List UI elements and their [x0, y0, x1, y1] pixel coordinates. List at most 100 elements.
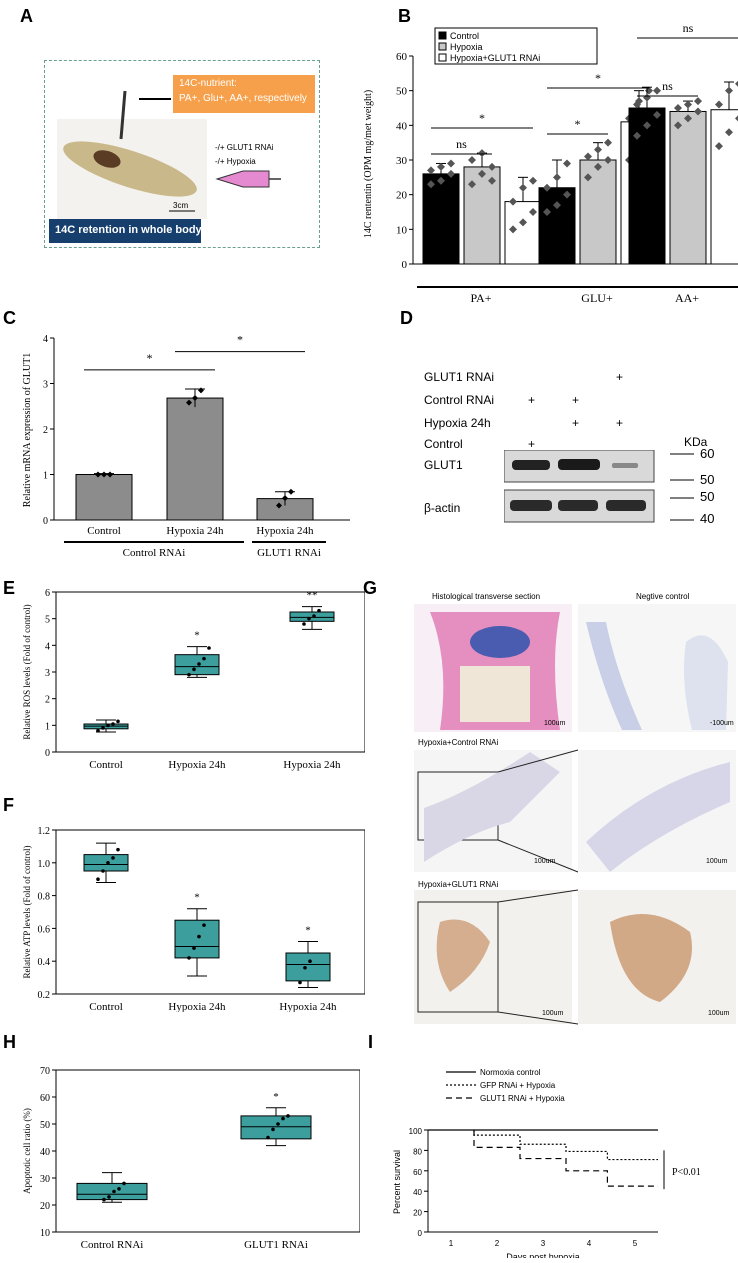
- hyp-ctrl-tissue: [424, 752, 560, 862]
- x-tick-label: 1: [449, 1239, 454, 1248]
- panel-label-a: A: [20, 6, 33, 26]
- y-tick-label: 1: [45, 721, 50, 732]
- he-core: [460, 666, 530, 722]
- data-point: [643, 93, 651, 102]
- significance-label: *: [194, 630, 200, 642]
- zoom-box: [417, 901, 499, 1013]
- data-point: [96, 728, 100, 733]
- glut1-stain-zoom: [610, 914, 692, 1002]
- needle-icon: [119, 90, 127, 140]
- chart-h: 10 20 30 40 50 60 70 Apoptotic cell ratio (%) Co…: [22, 1066, 360, 1251]
- y-tick-label: 20: [413, 1209, 422, 1218]
- panel-label-c: C: [3, 308, 16, 328]
- data-point: [111, 856, 115, 860]
- legend-label: Control: [450, 31, 479, 41]
- data-point: [288, 488, 294, 495]
- box: [174, 919, 220, 959]
- x-axis-label: Days post hypoxia: [506, 1252, 580, 1258]
- scale-100um: 100um: [534, 858, 556, 865]
- x-tick-label: Control RNAi: [81, 1239, 144, 1251]
- neg-tissue: [684, 635, 728, 730]
- data-point: [202, 656, 206, 661]
- significance-label: ns: [456, 137, 467, 151]
- data-point: [447, 159, 455, 168]
- panel-label-d: D: [400, 308, 413, 328]
- scale-label: 3cm: [173, 201, 189, 210]
- x-tick-label: Hypoxia 24h: [279, 1001, 337, 1012]
- banner-text: 14C retention in whole body: [55, 224, 202, 236]
- data-point: [192, 667, 196, 672]
- data-point: [478, 149, 486, 158]
- data-point: [202, 923, 206, 927]
- group-label: GLU+: [581, 291, 613, 304]
- glut1-band: [612, 463, 638, 468]
- data-point: [116, 719, 120, 724]
- data-point: [694, 97, 702, 106]
- data-point: [529, 208, 537, 216]
- data-point: [633, 100, 641, 109]
- legend-label: GLUT1 RNAi + Hypoxia: [480, 1094, 565, 1103]
- legend-swatch: [438, 31, 447, 40]
- data-point: [276, 502, 282, 509]
- data-point: [488, 176, 496, 185]
- x-tick-label: GLUT1 RNAi: [244, 1239, 308, 1251]
- band-label-glut1: GLUT1: [424, 458, 463, 472]
- rnai-label: -/+ GLUT1 RNAi: [215, 143, 274, 152]
- group-label: PA+: [470, 291, 491, 304]
- data-point: [468, 180, 476, 189]
- panel-a-drawing: [49, 75, 315, 243]
- scale-100um: 100um: [542, 1010, 564, 1017]
- data-point: [604, 156, 612, 164]
- data-point: [107, 1195, 111, 1199]
- data-point: [307, 616, 311, 621]
- data-point: [437, 176, 445, 185]
- data-point: [207, 646, 211, 650]
- significance-label: **: [307, 590, 318, 602]
- y-tick-label: 100: [409, 1127, 423, 1136]
- marker-50: 50: [700, 472, 715, 487]
- data-point: [95, 471, 101, 478]
- blot-image: [504, 450, 694, 523]
- data-point: [694, 107, 702, 116]
- data-point: [101, 869, 105, 873]
- chart-c: 0 1 2 3 4 Relative mRNA expression of GLUT1 Co…: [22, 333, 350, 559]
- zoom-line: [497, 889, 579, 903]
- data-point: [519, 183, 527, 192]
- box: [285, 952, 331, 982]
- y-tick-label: 3: [45, 668, 50, 679]
- data-point: [643, 121, 651, 130]
- y-tick-label: 2: [43, 425, 48, 436]
- data-point: [101, 726, 105, 730]
- panel-label-h: H: [3, 1032, 16, 1052]
- legend-label: Hypoxia+GLUT1 RNAi: [450, 53, 540, 63]
- y-axis-label: Relative ROS levels (Fold of control): [22, 604, 32, 739]
- box: [76, 1182, 148, 1201]
- data-point: [653, 110, 661, 119]
- y-tick-label: 20: [396, 190, 408, 202]
- x-tick-label: 5: [633, 1239, 638, 1248]
- data-point: [192, 946, 196, 950]
- data-point: [286, 1114, 290, 1118]
- y-tick-label: 40: [413, 1188, 422, 1197]
- x-tick-label: 3: [541, 1239, 546, 1248]
- bar: [166, 397, 224, 521]
- legend-label: Normoxia control: [480, 1068, 541, 1077]
- y-axis-label: Relative mRNA expression of GLUT1: [22, 353, 33, 507]
- data-point: [112, 1189, 116, 1194]
- plot-frame: [55, 829, 365, 995]
- neg-tissue: [586, 622, 642, 730]
- plus-mark: +: [616, 416, 624, 430]
- y-axis-label: Percent survival: [392, 1150, 402, 1214]
- plus-mark: +: [528, 393, 536, 407]
- data-point: [563, 190, 571, 199]
- actin-band: [606, 500, 646, 511]
- chart-b: 0 10 20 30 40 50 60 14C rententin (OPM mg/met w…: [363, 24, 738, 304]
- significance-label: *: [194, 892, 200, 904]
- data-point: [468, 156, 476, 164]
- y-tick-label: 40: [40, 1147, 50, 1158]
- nutrient-text-2: PA+, Glu+, AA+, respectively: [179, 93, 307, 104]
- data-point: [117, 1187, 121, 1191]
- box: [240, 1115, 312, 1140]
- bar: [75, 474, 133, 521]
- nutrient-box: [173, 75, 315, 113]
